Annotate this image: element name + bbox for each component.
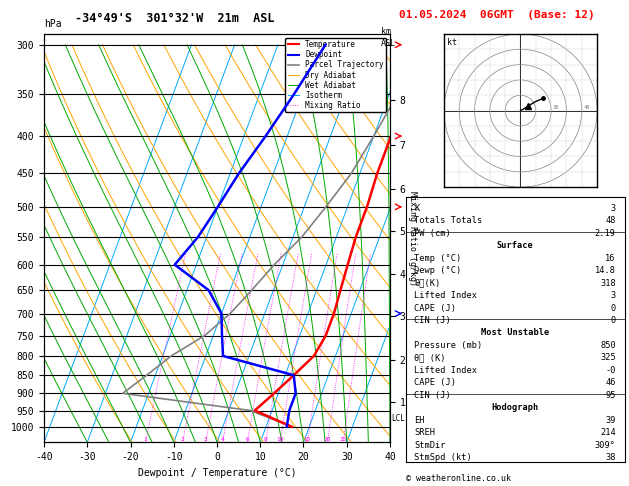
Text: K: K	[415, 204, 420, 213]
Text: 214: 214	[600, 428, 616, 437]
Text: CAPE (J): CAPE (J)	[415, 304, 457, 312]
Text: 2: 2	[181, 437, 184, 442]
Text: -0: -0	[605, 366, 616, 375]
Text: Hodograph: Hodograph	[491, 403, 539, 412]
Text: Lifted Index: Lifted Index	[415, 291, 477, 300]
Text: 0: 0	[611, 304, 616, 312]
Text: 3: 3	[611, 291, 616, 300]
Legend: Temperature, Dewpoint, Parcel Trajectory, Dry Adiabat, Wet Adiabat, Isotherm, Mi: Temperature, Dewpoint, Parcel Trajectory…	[286, 38, 386, 112]
Text: Dewp (°C): Dewp (°C)	[415, 266, 462, 275]
Text: 39: 39	[605, 416, 616, 425]
Text: 6: 6	[245, 437, 249, 442]
Text: 25: 25	[340, 437, 347, 442]
Text: ASL: ASL	[381, 39, 396, 48]
Text: EH: EH	[415, 416, 425, 425]
Text: 14.8: 14.8	[595, 266, 616, 275]
Text: 20: 20	[324, 437, 331, 442]
Text: LCL: LCL	[391, 414, 405, 423]
Text: 318: 318	[600, 278, 616, 288]
Text: 0: 0	[611, 316, 616, 325]
Text: Most Unstable: Most Unstable	[481, 329, 549, 337]
X-axis label: Dewpoint / Temperature (°C): Dewpoint / Temperature (°C)	[138, 468, 296, 478]
Text: © weatheronline.co.uk: © weatheronline.co.uk	[406, 474, 511, 483]
Text: 95: 95	[605, 391, 616, 399]
Text: 01.05.2024  06GMT  (Base: 12): 01.05.2024 06GMT (Base: 12)	[399, 11, 595, 20]
Text: 20: 20	[553, 105, 559, 110]
Text: 3: 3	[204, 437, 208, 442]
Text: Totals Totals: Totals Totals	[415, 216, 482, 226]
Y-axis label: Mixing Ratio (g/kg): Mixing Ratio (g/kg)	[408, 191, 416, 286]
Text: 309°: 309°	[595, 440, 616, 450]
Text: km: km	[381, 27, 391, 36]
Text: Lifted Index: Lifted Index	[415, 366, 477, 375]
Text: 46: 46	[605, 378, 616, 387]
Text: 48: 48	[605, 216, 616, 226]
Text: PW (cm): PW (cm)	[415, 229, 451, 238]
Text: 2.19: 2.19	[595, 229, 616, 238]
Text: 3: 3	[611, 204, 616, 213]
Text: θᴇ (K): θᴇ (K)	[415, 353, 446, 363]
Text: kt: kt	[447, 38, 457, 47]
Text: 10: 10	[276, 437, 284, 442]
Text: 4: 4	[221, 437, 225, 442]
Text: 38: 38	[605, 453, 616, 462]
Text: StmSpd (kt): StmSpd (kt)	[415, 453, 472, 462]
Text: 850: 850	[600, 341, 616, 350]
Text: 1: 1	[143, 437, 147, 442]
Text: Pressure (mb): Pressure (mb)	[415, 341, 482, 350]
Text: θᴇ(K): θᴇ(K)	[415, 278, 441, 288]
Text: 40: 40	[583, 105, 590, 110]
Text: CIN (J): CIN (J)	[415, 316, 451, 325]
Text: 8: 8	[264, 437, 267, 442]
Text: CAPE (J): CAPE (J)	[415, 378, 457, 387]
Text: Surface: Surface	[497, 242, 533, 250]
Text: 15: 15	[304, 437, 311, 442]
Text: -34°49'S  301°32'W  21m  ASL: -34°49'S 301°32'W 21m ASL	[75, 12, 275, 25]
Text: SREH: SREH	[415, 428, 435, 437]
Text: 325: 325	[600, 353, 616, 363]
Text: hPa: hPa	[44, 19, 62, 29]
Text: StmDir: StmDir	[415, 440, 446, 450]
Text: 16: 16	[605, 254, 616, 263]
Text: Temp (°C): Temp (°C)	[415, 254, 462, 263]
Text: CIN (J): CIN (J)	[415, 391, 451, 399]
